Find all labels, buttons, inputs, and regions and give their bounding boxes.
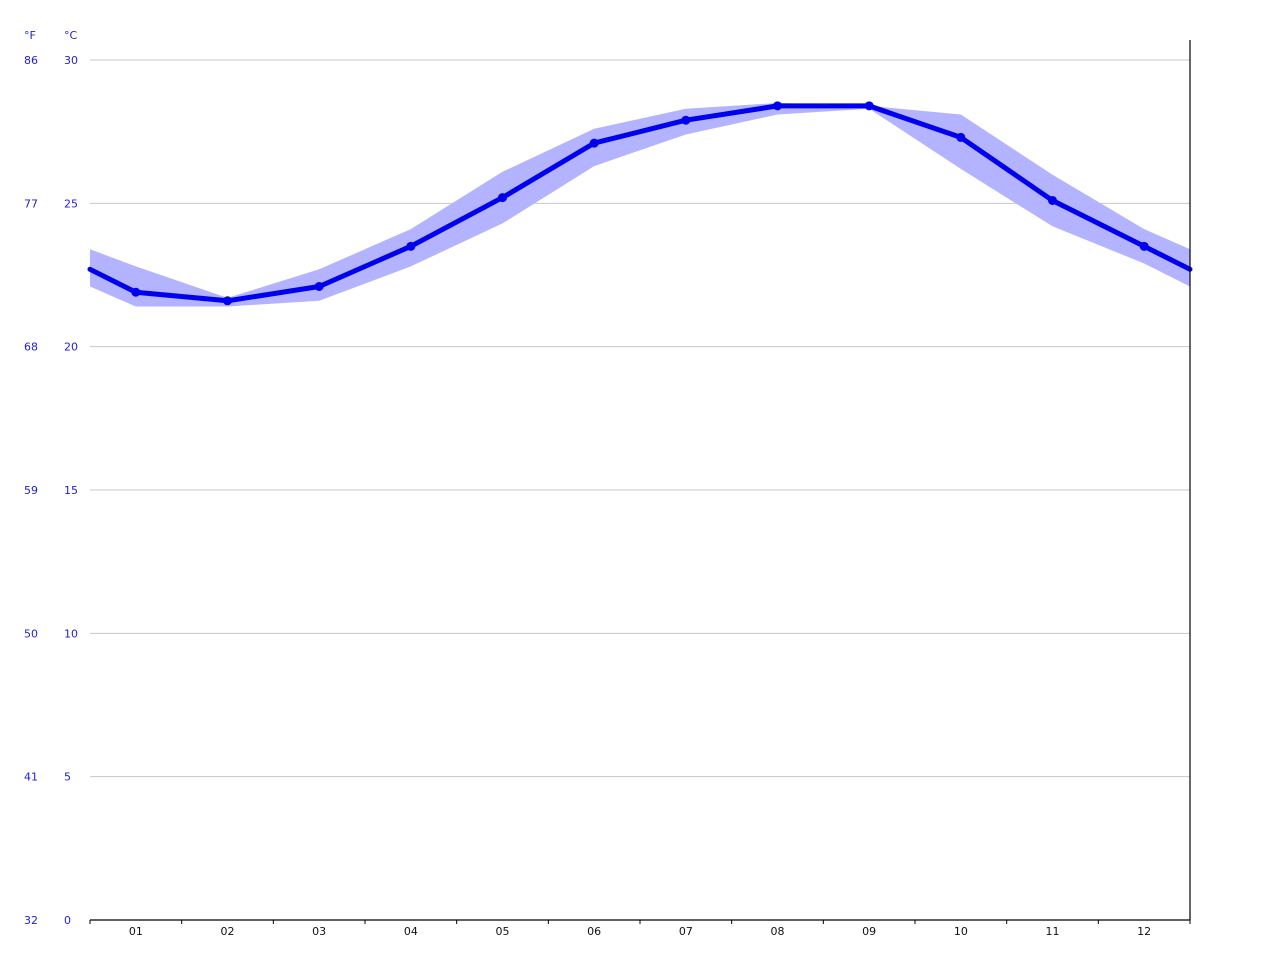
data-point <box>223 296 232 306</box>
data-point <box>406 241 416 251</box>
x-tick-label: 05 <box>496 925 510 938</box>
gridlines <box>90 59 1190 778</box>
x-tick-label: 06 <box>587 925 601 938</box>
x-tick-label: 10 <box>954 925 968 938</box>
y-tick-celsius-label: 20 <box>64 341 78 354</box>
data-point <box>681 115 691 125</box>
x-axis-ticks: 01 02 03 04 05 06 07 08 09 10 11 12 <box>89 920 1191 938</box>
y-tick-fahrenheit-label: 68 <box>24 341 38 354</box>
data-point <box>1048 195 1057 205</box>
y-tick-fahrenheit-label: 86 <box>24 54 38 67</box>
data-point <box>864 101 874 111</box>
data-point <box>956 132 966 142</box>
y-tick-fahrenheit-label: 50 <box>24 627 38 640</box>
x-tick-label: 04 <box>404 925 418 938</box>
y-tick-fahrenheit-label: 77 <box>24 197 38 210</box>
temperature-range-band <box>90 103 1190 307</box>
fahrenheit-unit-label: °F <box>24 29 36 42</box>
data-point <box>589 138 599 148</box>
temperature-line <box>87 103 1193 304</box>
y-tick-celsius-label: 15 <box>64 484 78 497</box>
y-tick-celsius-label: 25 <box>64 197 78 210</box>
data-point <box>1139 241 1149 251</box>
y-axis-labels: 32 0 41 5 50 10 59 15 68 20 77 25 86 30 <box>24 54 78 927</box>
celsius-unit-label: °C <box>64 29 78 42</box>
data-point <box>773 101 782 111</box>
data-point <box>131 287 141 297</box>
x-tick-label: 11 <box>1046 925 1060 938</box>
x-tick-label: 09 <box>862 925 876 938</box>
x-tick-label: 03 <box>312 925 326 938</box>
y-tick-fahrenheit-label: 32 <box>24 914 38 927</box>
x-tick-label: 07 <box>679 925 693 938</box>
data-point <box>498 193 507 203</box>
x-tick-label: 12 <box>1137 925 1151 938</box>
y-tick-celsius-label: 10 <box>64 627 78 640</box>
x-tick-label: 08 <box>771 925 785 938</box>
x-tick-label: 01 <box>129 925 143 938</box>
x-tick-label: 02 <box>221 925 235 938</box>
data-points <box>131 101 1149 306</box>
y-tick-fahrenheit-label: 41 <box>24 771 38 784</box>
y-tick-celsius-label: 0 <box>64 914 71 927</box>
y-tick-celsius-label: 30 <box>64 54 78 67</box>
data-point <box>314 281 324 291</box>
y-tick-fahrenheit-label: 59 <box>24 484 38 497</box>
y-tick-celsius-label: 5 <box>64 771 71 784</box>
